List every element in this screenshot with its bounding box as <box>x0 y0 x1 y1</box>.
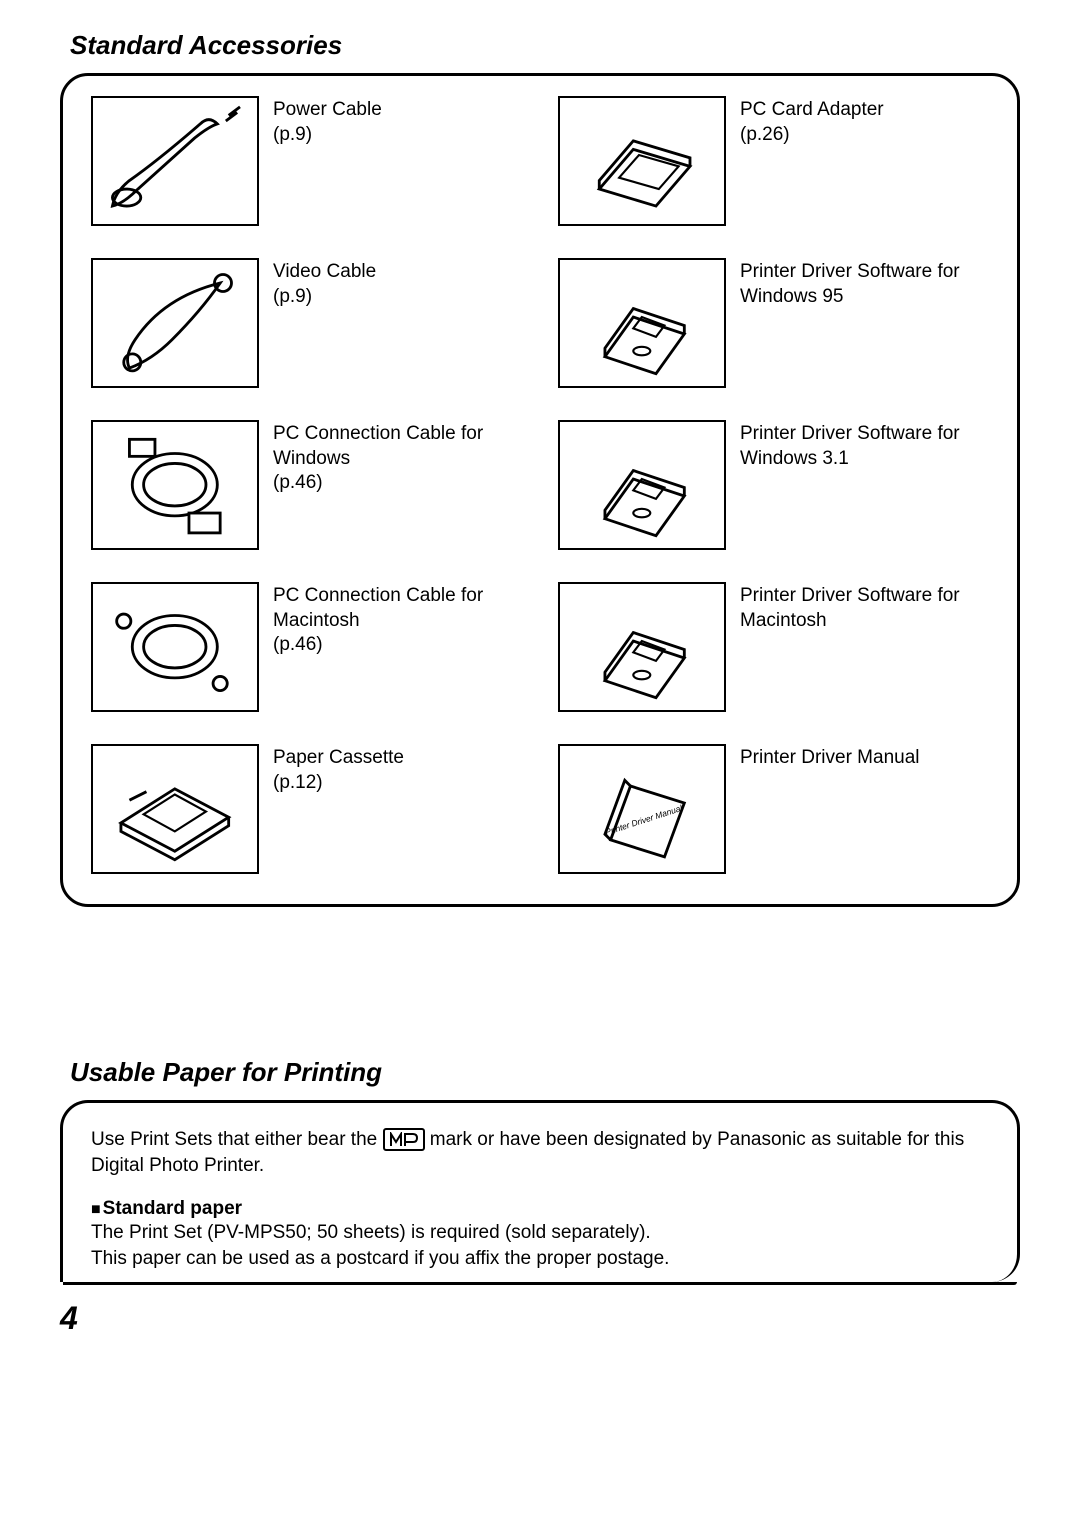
mp-mark-icon <box>383 1128 425 1151</box>
accessory-item: Power Cable(p.9) <box>91 96 522 226</box>
manual-booklet-icon: Printer Driver Manual <box>558 744 726 874</box>
pc-cable-mac-icon <box>91 582 259 712</box>
page-number: 4 <box>60 1300 1020 1337</box>
section-title-paper: Usable Paper for Printing <box>60 1057 1020 1088</box>
section-title-accessories: Standard Accessories <box>60 30 1020 61</box>
accessory-item: Printer Driver Software for Windows 95 <box>558 258 989 388</box>
power-cable-icon <box>91 96 259 226</box>
accessory-item: Video Cable(p.9) <box>91 258 522 388</box>
accessory-label: Printer Driver Software for Windows 95 <box>740 258 989 309</box>
accessory-label: Power Cable(p.9) <box>273 96 382 147</box>
accessory-label: Video Cable(p.9) <box>273 258 376 309</box>
accessory-label: Printer Driver Manual <box>740 744 920 771</box>
accessory-label: PC Connection Cable for Windows(p.46) <box>273 420 522 496</box>
floppy-disk-icon <box>558 258 726 388</box>
accessory-item: Printer Driver Software for Windows 3.1 <box>558 420 989 550</box>
accessory-item: PC Connection Cable for Macintosh(p.46) <box>91 582 522 712</box>
floppy-disk-icon <box>558 420 726 550</box>
paper-subheading: ■Standard paper <box>91 1198 989 1220</box>
accessory-item: PC Card Adapter(p.26) <box>558 96 989 226</box>
video-cable-icon <box>91 258 259 388</box>
paper-body-line: The Print Set (PV-MPS50; 50 sheets) is r… <box>91 1220 989 1246</box>
paper-panel: Use Print Sets that either bear the mark… <box>60 1100 1020 1282</box>
accessories-panel: Power Cable(p.9) PC Card Adapter(p.26) V… <box>60 73 1020 907</box>
accessory-label: Printer Driver Software for Windows 3.1 <box>740 420 989 471</box>
accessory-label: Paper Cassette(p.12) <box>273 744 404 795</box>
floppy-disk-icon <box>558 582 726 712</box>
paper-intro: Use Print Sets that either bear the mark… <box>91 1127 989 1178</box>
paper-intro-text-a: Use Print Sets that either bear the <box>91 1129 383 1150</box>
accessory-label: Printer Driver Software for Macintosh <box>740 582 989 633</box>
paper-cassette-icon <box>91 744 259 874</box>
accessory-item: Paper Cassette(p.12) <box>91 744 522 874</box>
pc-card-adapter-icon <box>558 96 726 226</box>
bullet-square-icon: ■ <box>91 1201 101 1218</box>
accessory-item: PC Connection Cable for Windows(p.46) <box>91 420 522 550</box>
accessory-item: Printer Driver Manual Printer Driver Man… <box>558 744 989 874</box>
pc-cable-windows-icon <box>91 420 259 550</box>
accessory-label: PC Card Adapter(p.26) <box>740 96 884 147</box>
accessory-label: PC Connection Cable for Macintosh(p.46) <box>273 582 522 658</box>
paper-body-line: This paper can be used as a postcard if … <box>91 1246 989 1272</box>
accessory-item: Printer Driver Software for Macintosh <box>558 582 989 712</box>
